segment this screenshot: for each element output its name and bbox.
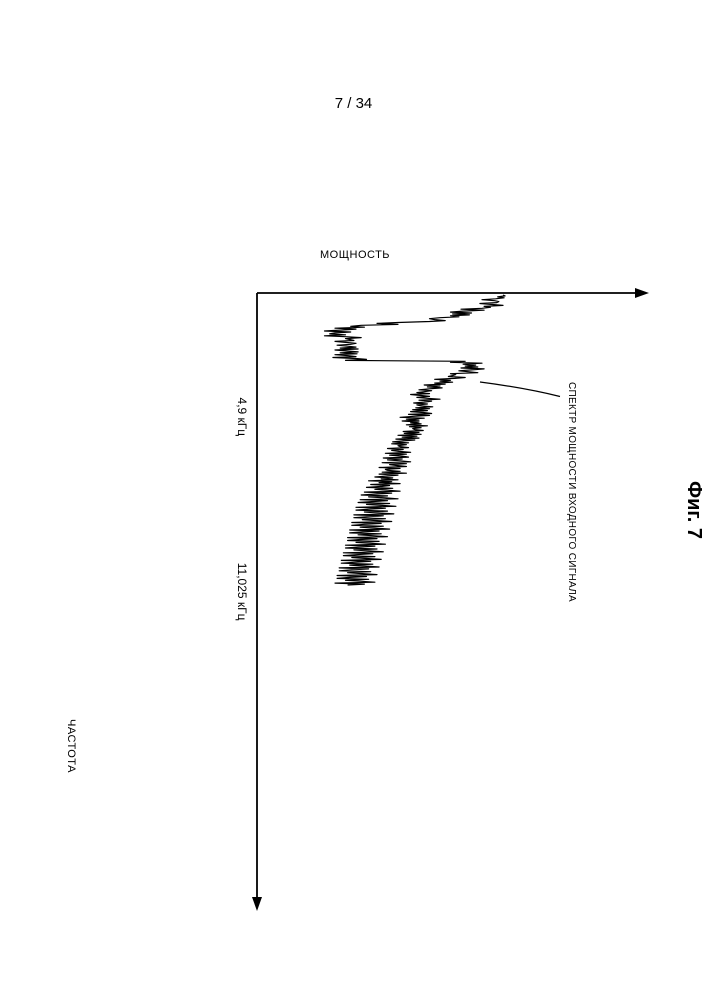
figure-7: Фиг. 7 МОЩНОСТЬ СПЕКТР МОЩНОСТИ ВХОДНОГО…: [15, 255, 695, 765]
x-axis-label: ЧАСТОТА: [65, 719, 77, 773]
figure-title: Фиг. 7: [682, 255, 705, 765]
spectrum-annotation: СПЕКТР МОЩНОСТИ ВХОДНОГО СИГНАЛА: [566, 382, 577, 602]
page-number: 7 / 34: [0, 95, 707, 112]
y-axis-label: МОЩНОСТЬ: [320, 249, 390, 261]
x-tick-label: 11,025 кГц: [235, 563, 249, 621]
plot-area: [235, 275, 655, 915]
x-tick-label: 4,9 кГц: [235, 398, 249, 437]
